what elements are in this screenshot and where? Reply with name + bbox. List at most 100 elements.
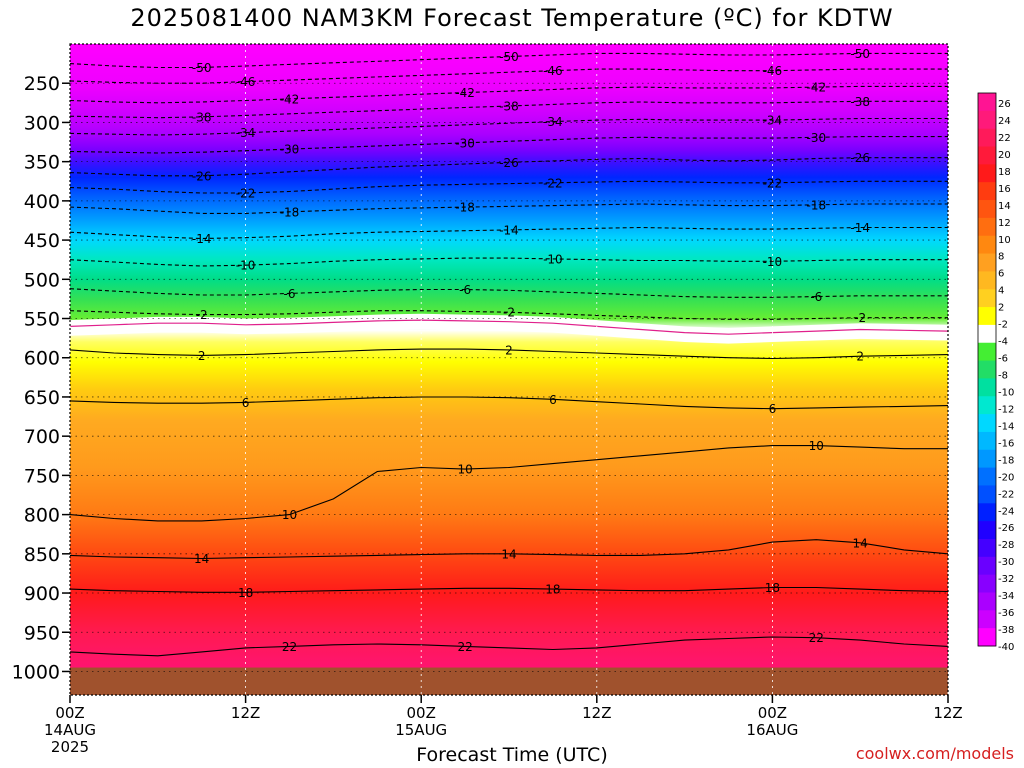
contour-label: 10 — [282, 508, 297, 522]
contour-label: -22 — [763, 176, 783, 190]
colorbar-label: -32 — [998, 574, 1014, 585]
contour-label: -42 — [455, 86, 475, 100]
colorbar-label: -6 — [998, 354, 1008, 365]
contour-label: 6 — [769, 402, 777, 416]
contour-label: -26 — [850, 151, 870, 165]
contour-label: 14 — [853, 536, 868, 550]
colorbar-swatch — [978, 556, 996, 576]
contour-label: 22 — [809, 631, 824, 645]
x-tick-label: 16AUG — [746, 721, 798, 739]
colorbar-label: 22 — [998, 133, 1011, 144]
y-tick-label: 350 — [24, 152, 60, 174]
x-axis-label: Forecast Time (UTC) — [416, 744, 608, 766]
plot-frame — [69, 43, 949, 696]
dashed-contour — [70, 310, 948, 320]
zero-degree-line — [70, 319, 948, 335]
colorbar-frame — [977, 92, 997, 647]
colorbar-swatch — [978, 414, 996, 433]
dashed-contour — [70, 203, 948, 214]
colorbar-swatch — [978, 485, 996, 504]
colorbar-label: -12 — [998, 404, 1014, 415]
contour-label: 14 — [194, 552, 209, 566]
y-tick-label: 800 — [24, 505, 60, 527]
colorbar-swatch — [978, 574, 996, 593]
colorbar-label: 18 — [998, 167, 1011, 178]
colorbar-label: 8 — [998, 252, 1004, 263]
solid-contour — [70, 539, 948, 560]
temperature-field — [70, 44, 948, 695]
y-tick-label: 950 — [24, 622, 60, 644]
contour-label: 22 — [457, 640, 472, 654]
colorbar-label: 20 — [998, 150, 1011, 161]
colorbar-label: -40 — [998, 642, 1014, 653]
contour-label: -46 — [236, 75, 256, 89]
contour-label: -22 — [236, 187, 256, 201]
contour-label: 10 — [457, 463, 472, 477]
y-tick-label: 850 — [24, 544, 60, 566]
ground-fill — [70, 667, 948, 695]
y-tick-label: 550 — [24, 309, 60, 331]
colorbar-swatch — [978, 467, 996, 486]
contour-label: -30 — [280, 143, 300, 157]
y-tick-label: 750 — [24, 465, 60, 487]
colorbar-label: 14 — [998, 201, 1011, 212]
freezing-band — [70, 313, 948, 344]
contour-label: -42 — [806, 81, 826, 95]
colorbar-label: -28 — [998, 540, 1014, 551]
colorbar-label: 12 — [998, 218, 1011, 229]
contour-label: -18 — [806, 198, 826, 212]
dashed-contour — [70, 100, 948, 119]
y-tick-label: 400 — [24, 191, 60, 213]
y-tick-label: 250 — [24, 73, 60, 95]
x-tick-label: 00Z — [55, 704, 84, 722]
colorbar-label: 26 — [998, 99, 1011, 110]
contour-label: -6 — [459, 283, 471, 297]
colorbar-swatch — [978, 378, 996, 397]
contour-label: -46 — [763, 64, 783, 78]
contour-label: -2 — [503, 306, 515, 320]
colorbar-swatch — [978, 164, 996, 183]
watermark: coolwx.com/models — [855, 744, 1014, 763]
colorbar-swatch — [978, 628, 996, 647]
colorbar-label: 10 — [998, 235, 1011, 246]
colorbar-label: -36 — [998, 608, 1014, 619]
colorbar-swatch — [978, 307, 996, 326]
contour-label: 18 — [545, 583, 560, 597]
contour-label: 18 — [765, 581, 780, 595]
y-tick-label: 300 — [24, 112, 60, 134]
colorbar-label: 24 — [998, 116, 1011, 127]
contour-label: 14 — [501, 547, 516, 561]
dashed-contour — [70, 257, 948, 267]
colorbar-label: 6 — [998, 269, 1004, 280]
x-tick-label: 15AUG — [395, 721, 447, 739]
colorbar-swatch — [978, 93, 996, 112]
contour-label: -30 — [806, 131, 826, 145]
colorbar-label: -18 — [998, 455, 1014, 466]
y-tick-label: 700 — [24, 426, 60, 448]
solid-contour — [70, 586, 948, 593]
colorbar-label: -22 — [998, 489, 1014, 500]
contour-label: 10 — [809, 439, 824, 453]
solid-contour — [70, 396, 948, 410]
contour-label: -14 — [499, 223, 519, 237]
contour-label: -38 — [850, 95, 870, 109]
colorbar-label: -2 — [998, 320, 1008, 331]
x-tick-label: 12Z — [231, 704, 260, 722]
colorbar-swatch — [978, 396, 996, 415]
plot-area: -50 -50 -50 -46 -46 -46 -42 -42 -42 -38 -38 -38 -34 -… — [70, 44, 948, 695]
colorbar-label: -30 — [998, 557, 1014, 568]
colorbar-swatch — [978, 289, 996, 308]
solid-contour — [70, 445, 948, 522]
colorbar-label: -16 — [998, 438, 1014, 449]
contour-label: -34 — [763, 114, 783, 128]
colorbar-label: -38 — [998, 625, 1014, 636]
colorbar-swatch — [978, 538, 996, 558]
colorbar-swatch — [978, 431, 996, 451]
colorbar-label: 16 — [998, 184, 1011, 195]
contour-label: -46 — [543, 64, 563, 78]
y-tick-label: 1000 — [12, 661, 60, 683]
colorbar-swatch — [978, 271, 996, 290]
dashed-contour — [70, 136, 948, 154]
contour-label: -2 — [196, 308, 208, 322]
